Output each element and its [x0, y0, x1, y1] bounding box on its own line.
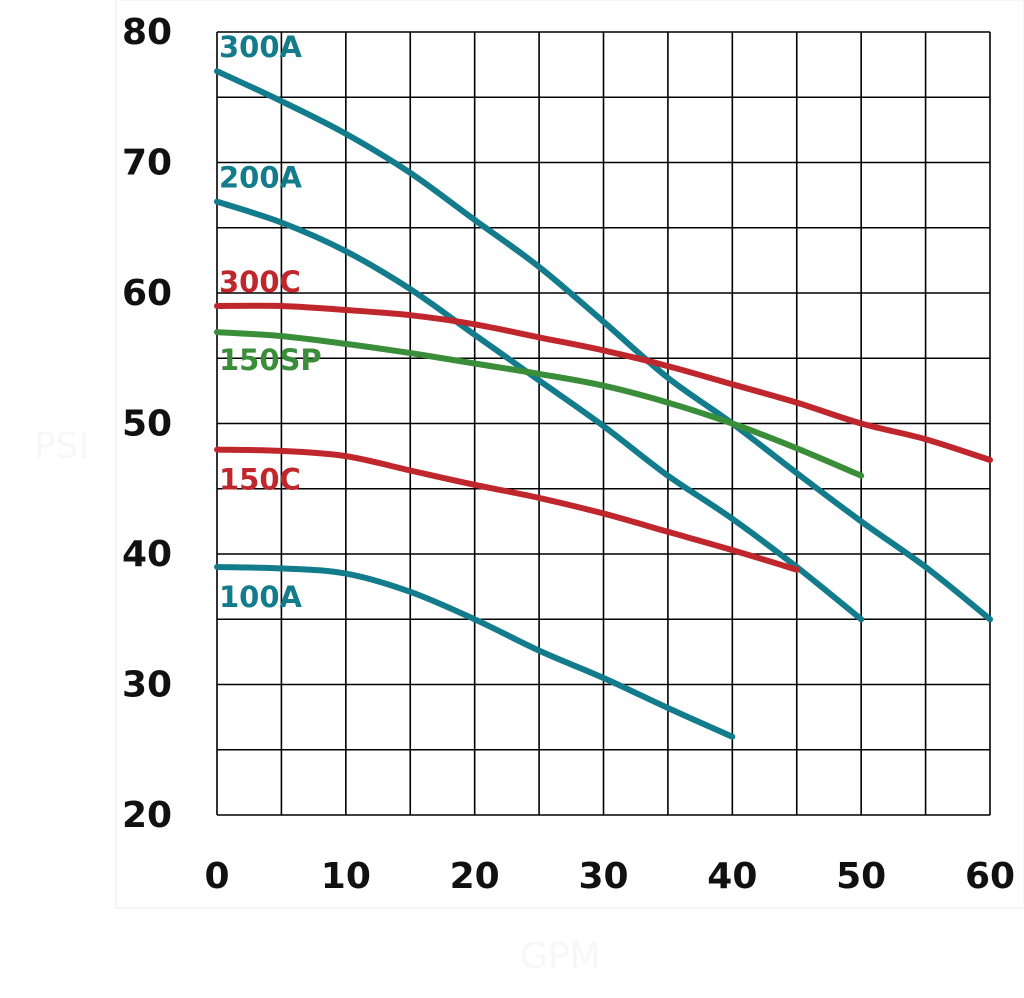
y-tick-label: 60: [122, 273, 172, 314]
y-axis-ticks: 20 30 40 50 60 70 80: [122, 12, 172, 836]
series-group: [214, 68, 993, 740]
series-label-300c: 300C: [219, 265, 301, 299]
y-tick-label: 80: [122, 12, 172, 53]
series-line-150sp: [214, 329, 865, 479]
chart-panel: [115, 0, 1024, 909]
series-label-150c: 150C: [219, 463, 301, 497]
grid: [216, 31, 991, 816]
y-tick-label: 20: [122, 795, 172, 836]
x-tick-label: 30: [578, 856, 628, 897]
y-tick-label: 30: [122, 665, 172, 706]
series-line-300a: [214, 68, 993, 623]
x-tick-label: 60: [965, 856, 1015, 897]
x-axis-title: GPM: [520, 936, 601, 977]
x-tick-label: 40: [707, 856, 757, 897]
x-axis-ticks: 0 10 20 30 40 50 60: [204, 856, 1015, 897]
y-axis-title: PSI: [34, 426, 89, 467]
series-line-200a: [214, 198, 865, 623]
series-label-100a: 100A: [219, 580, 303, 614]
y-tick-label: 70: [122, 143, 172, 184]
series-line-300c: [214, 302, 993, 463]
series-line-150c: [214, 446, 800, 573]
x-tick-label: 20: [450, 856, 500, 897]
x-tick-label: 10: [321, 856, 371, 897]
x-tick-label: 50: [836, 856, 886, 897]
series-line-100a: [214, 564, 736, 740]
series-label-300a: 300A: [219, 30, 303, 64]
series-label-150sp: 150SP: [219, 343, 322, 377]
series-labels: 300A 200A 300C 150SP 150C 100A: [219, 30, 322, 614]
y-tick-label: 50: [122, 404, 172, 445]
series-label-200a: 200A: [219, 161, 303, 195]
y-tick-label: 40: [122, 534, 172, 575]
x-tick-label: 0: [204, 856, 229, 897]
